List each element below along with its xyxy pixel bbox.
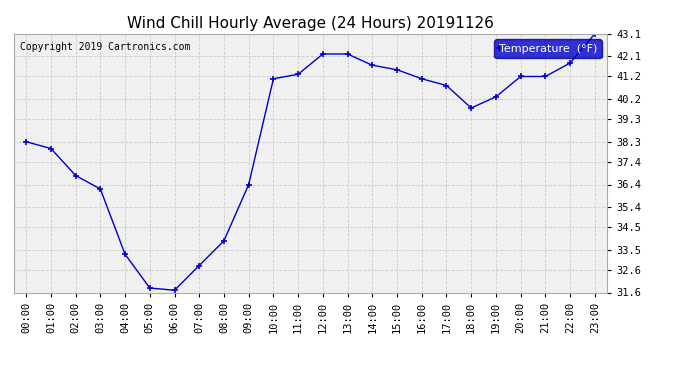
- Line: Temperature  (°F): Temperature (°F): [23, 30, 598, 294]
- Temperature  (°F): [393, 68, 401, 72]
- Temperature  (°F): [146, 286, 154, 290]
- Temperature  (°F): [244, 182, 253, 187]
- Temperature  (°F): [566, 61, 574, 65]
- Temperature  (°F): [170, 288, 179, 292]
- Temperature  (°F): [72, 173, 80, 178]
- Temperature  (°F): [344, 52, 352, 56]
- Temperature  (°F): [47, 146, 55, 151]
- Temperature  (°F): [319, 52, 327, 56]
- Temperature  (°F): [269, 76, 277, 81]
- Temperature  (°F): [492, 94, 500, 99]
- Temperature  (°F): [442, 83, 451, 88]
- Temperature  (°F): [22, 140, 30, 144]
- Temperature  (°F): [517, 74, 525, 79]
- Temperature  (°F): [294, 72, 302, 76]
- Temperature  (°F): [417, 76, 426, 81]
- Temperature  (°F): [591, 32, 599, 36]
- Temperature  (°F): [96, 187, 104, 191]
- Temperature  (°F): [220, 238, 228, 243]
- Temperature  (°F): [467, 106, 475, 110]
- Temperature  (°F): [121, 252, 129, 257]
- Temperature  (°F): [541, 74, 549, 79]
- Temperature  (°F): [368, 63, 377, 68]
- Temperature  (°F): [195, 263, 204, 268]
- Text: Copyright 2019 Cartronics.com: Copyright 2019 Cartronics.com: [20, 42, 190, 51]
- Title: Wind Chill Hourly Average (24 Hours) 20191126: Wind Chill Hourly Average (24 Hours) 201…: [127, 16, 494, 31]
- Legend: Temperature  (°F): Temperature (°F): [494, 39, 602, 58]
